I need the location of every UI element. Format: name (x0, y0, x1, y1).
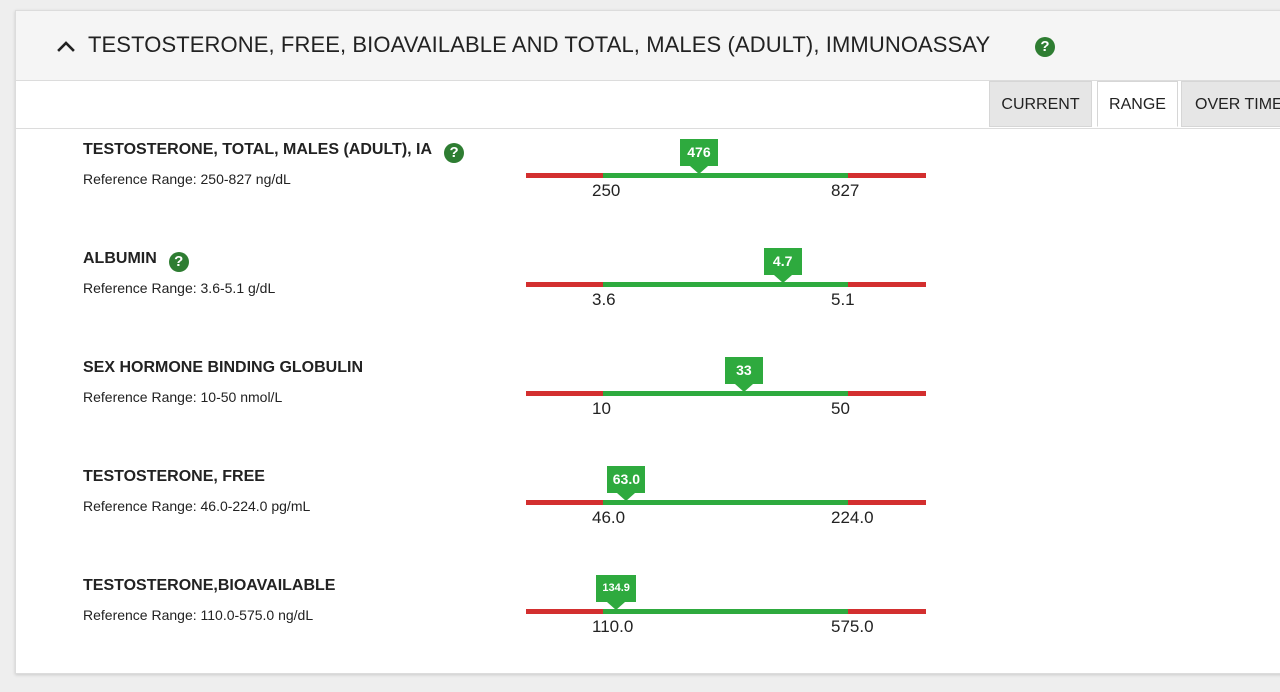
result-panel: TESTOSTERONE, FREE, BIOAVAILABLE AND TOT… (15, 10, 1280, 674)
marker-pointer (607, 602, 626, 610)
low-limit-label: 250 (592, 181, 621, 200)
help-icon[interactable]: ? (444, 143, 465, 163)
value-marker: 33 (724, 357, 763, 392)
value-label: 33 (724, 357, 763, 384)
result-row: TESTOSTERONE,BIOAVAILABLE Reference Range… (16, 575, 1280, 677)
result-name: TESTOSTERONE, FREE (83, 468, 265, 486)
in-range-segment (603, 173, 848, 178)
low-limit-label: 10 (592, 399, 611, 418)
low-limit-label: 46.0 (592, 508, 626, 527)
low-limit-label: 110.0 (592, 617, 634, 636)
result-name-text: ALBUMIN (83, 250, 157, 267)
high-limit-label: 827 (831, 181, 860, 200)
value-label: 4.7 (763, 248, 802, 275)
result-name-text: TESTOSTERONE, TOTAL, MALES (ADULT), IA (83, 141, 433, 158)
result-row: ALBUMIN? Reference Range: 3.6-5.1 g/dL 4.7… (16, 248, 1280, 350)
value-marker: 63.0 (607, 466, 646, 501)
marker-pointer (689, 166, 708, 174)
range-bar: 33 10 50 (526, 357, 926, 418)
value-label: 134.9 (596, 575, 637, 602)
range-bar: 134.9 110.0 575.0 (526, 575, 926, 636)
result-name: SEX HORMONE BINDING GLOBULIN (83, 359, 363, 377)
tab-over-time[interactable]: OVER TIME (1181, 81, 1280, 127)
marker-pointer (773, 275, 792, 283)
above-range-segment (848, 391, 926, 396)
value-marker: 476 (679, 139, 718, 174)
value-marker: 134.9 (596, 575, 637, 610)
reference-range: Reference Range: 3.6-5.1 g/dL (83, 280, 276, 296)
high-limit-label: 575.0 (831, 617, 874, 636)
panel-title: TESTOSTERONE, FREE, BIOAVAILABLE AND TOT… (88, 32, 991, 57)
value-label: 63.0 (607, 466, 646, 493)
below-range-segment (526, 500, 603, 505)
result-name: TESTOSTERONE,BIOAVAILABLE (83, 577, 335, 595)
above-range-segment (848, 609, 926, 614)
value-marker: 4.7 (763, 248, 802, 283)
in-range-segment (603, 391, 848, 396)
result-row: SEX HORMONE BINDING GLOBULIN Reference Ra… (16, 357, 1280, 459)
reference-range: Reference Range: 250-827 ng/dL (83, 171, 291, 187)
below-range-segment (526, 391, 603, 396)
below-range-segment (526, 282, 603, 287)
result-name-text: SEX HORMONE BINDING GLOBULIN (83, 359, 364, 376)
below-range-segment (526, 173, 603, 178)
high-limit-label: 224.0 (831, 508, 874, 527)
below-range-segment (526, 609, 603, 614)
marker-pointer (617, 493, 636, 501)
above-range-segment (848, 282, 926, 287)
result-name: ALBUMIN? (83, 250, 189, 272)
chevron-up-icon[interactable] (56, 36, 76, 56)
value-label: 476 (679, 139, 718, 166)
result-name-text: TESTOSTERONE,BIOAVAILABLE (83, 577, 336, 594)
result-name-text: TESTOSTERONE, FREE (83, 468, 265, 485)
reference-range: Reference Range: 10-50 nmol/L (83, 389, 283, 405)
above-range-segment (848, 173, 926, 178)
view-tabs: CURRENT RANGE OVER TIME (16, 81, 1280, 129)
in-range-segment (603, 609, 848, 614)
help-icon[interactable]: ? (168, 252, 189, 272)
result-row: TESTOSTERONE, TOTAL, MALES (ADULT), IA? R… (16, 139, 1280, 241)
result-row: TESTOSTERONE, FREE Reference Range: 46.0-… (16, 466, 1280, 568)
result-name: TESTOSTERONE, TOTAL, MALES (ADULT), IA? (83, 141, 465, 163)
tab-current[interactable]: CURRENT (989, 81, 1092, 127)
in-range-segment (603, 500, 848, 505)
above-range-segment (848, 500, 926, 505)
high-limit-label: 50 (831, 399, 850, 418)
range-bar: 63.0 46.0 224.0 (526, 466, 926, 527)
tab-range[interactable]: RANGE (1097, 81, 1178, 127)
range-bar: 476 250 827 (526, 139, 926, 200)
in-range-segment (603, 282, 848, 287)
reference-range: Reference Range: 110.0-575.0 ng/dL (83, 607, 314, 623)
panel-header[interactable]: TESTOSTERONE, FREE, BIOAVAILABLE AND TOT… (16, 11, 1280, 81)
high-limit-label: 5.1 (831, 290, 855, 309)
range-bar: 4.7 3.6 5.1 (526, 248, 926, 309)
low-limit-label: 3.6 (592, 290, 616, 309)
reference-range: Reference Range: 46.0-224.0 pg/mL (83, 498, 311, 514)
marker-pointer (734, 384, 753, 392)
help-icon[interactable]: ? (1035, 37, 1055, 57)
